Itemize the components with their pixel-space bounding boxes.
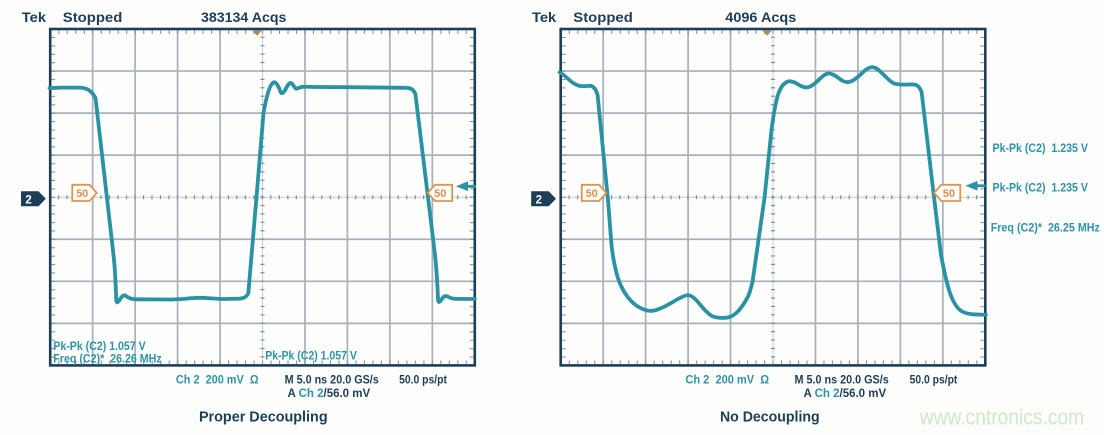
svg-text:2: 2 [536, 194, 542, 206]
svg-text:M 5.0 ns 20.0 GS/s: M 5.0 ns 20.0 GS/s [285, 375, 379, 387]
svg-text:Pk-Pk (C2) 1.057 V: Pk-Pk (C2) 1.057 V [53, 341, 146, 353]
svg-text:Stopped: Stopped [573, 9, 633, 25]
svg-text:Pk-Pk (C2) 1.057 V: Pk-Pk (C2) 1.057 V [265, 350, 357, 362]
svg-text:50.0 ps/pt: 50.0 ps/pt [910, 375, 958, 387]
svg-text:50: 50 [76, 188, 88, 200]
svg-text:2: 2 [25, 194, 31, 206]
svg-text:383134 Acqs: 383134 Acqs [201, 9, 287, 25]
svg-text:M 5.0 ns 20.0 GS/s: M 5.0 ns 20.0 GS/s [795, 375, 889, 387]
svg-text:Freq (C2)* 26.26 MHz: Freq (C2)* 26.26 MHz [53, 354, 162, 366]
svg-text:Proper Decoupling: Proper Decoupling [199, 408, 328, 425]
svg-text:Tek: Tek [532, 9, 556, 25]
svg-text:50: 50 [943, 188, 955, 200]
svg-text:Ch 2 200 mV Ω: Ch 2 200 mV Ω [685, 375, 769, 387]
svg-text:Pk-Pk (C2) 1.235 V: Pk-Pk (C2) 1.235 V [993, 143, 1089, 155]
svg-text:50.0 ps/pt: 50.0 ps/pt [399, 375, 447, 387]
svg-text:50: 50 [434, 188, 446, 200]
svg-text:www.cntronics.com: www.cntronics.com [919, 405, 1084, 430]
svg-text:4096 Acqs: 4096 Acqs [725, 9, 796, 25]
svg-text:Freq (C2)* 26.25 MHz: Freq (C2)* 26.25 MHz [991, 223, 1100, 235]
svg-text:50: 50 [586, 188, 598, 200]
svg-text:Pk-Pk (C2) 1.235 V: Pk-Pk (C2) 1.235 V [993, 182, 1089, 194]
svg-text:Ch 2 200 mV Ω: Ch 2 200 mV Ω [176, 375, 259, 387]
svg-text:No Decoupling: No Decoupling [720, 408, 820, 425]
svg-text:Tek: Tek [22, 9, 46, 25]
svg-text:A Ch 2/56.0 mV: A Ch 2/56.0 mV [288, 388, 371, 400]
svg-text:Stopped: Stopped [63, 9, 123, 25]
svg-text:A Ch 2/56.0 mV: A Ch 2/56.0 mV [804, 388, 887, 400]
